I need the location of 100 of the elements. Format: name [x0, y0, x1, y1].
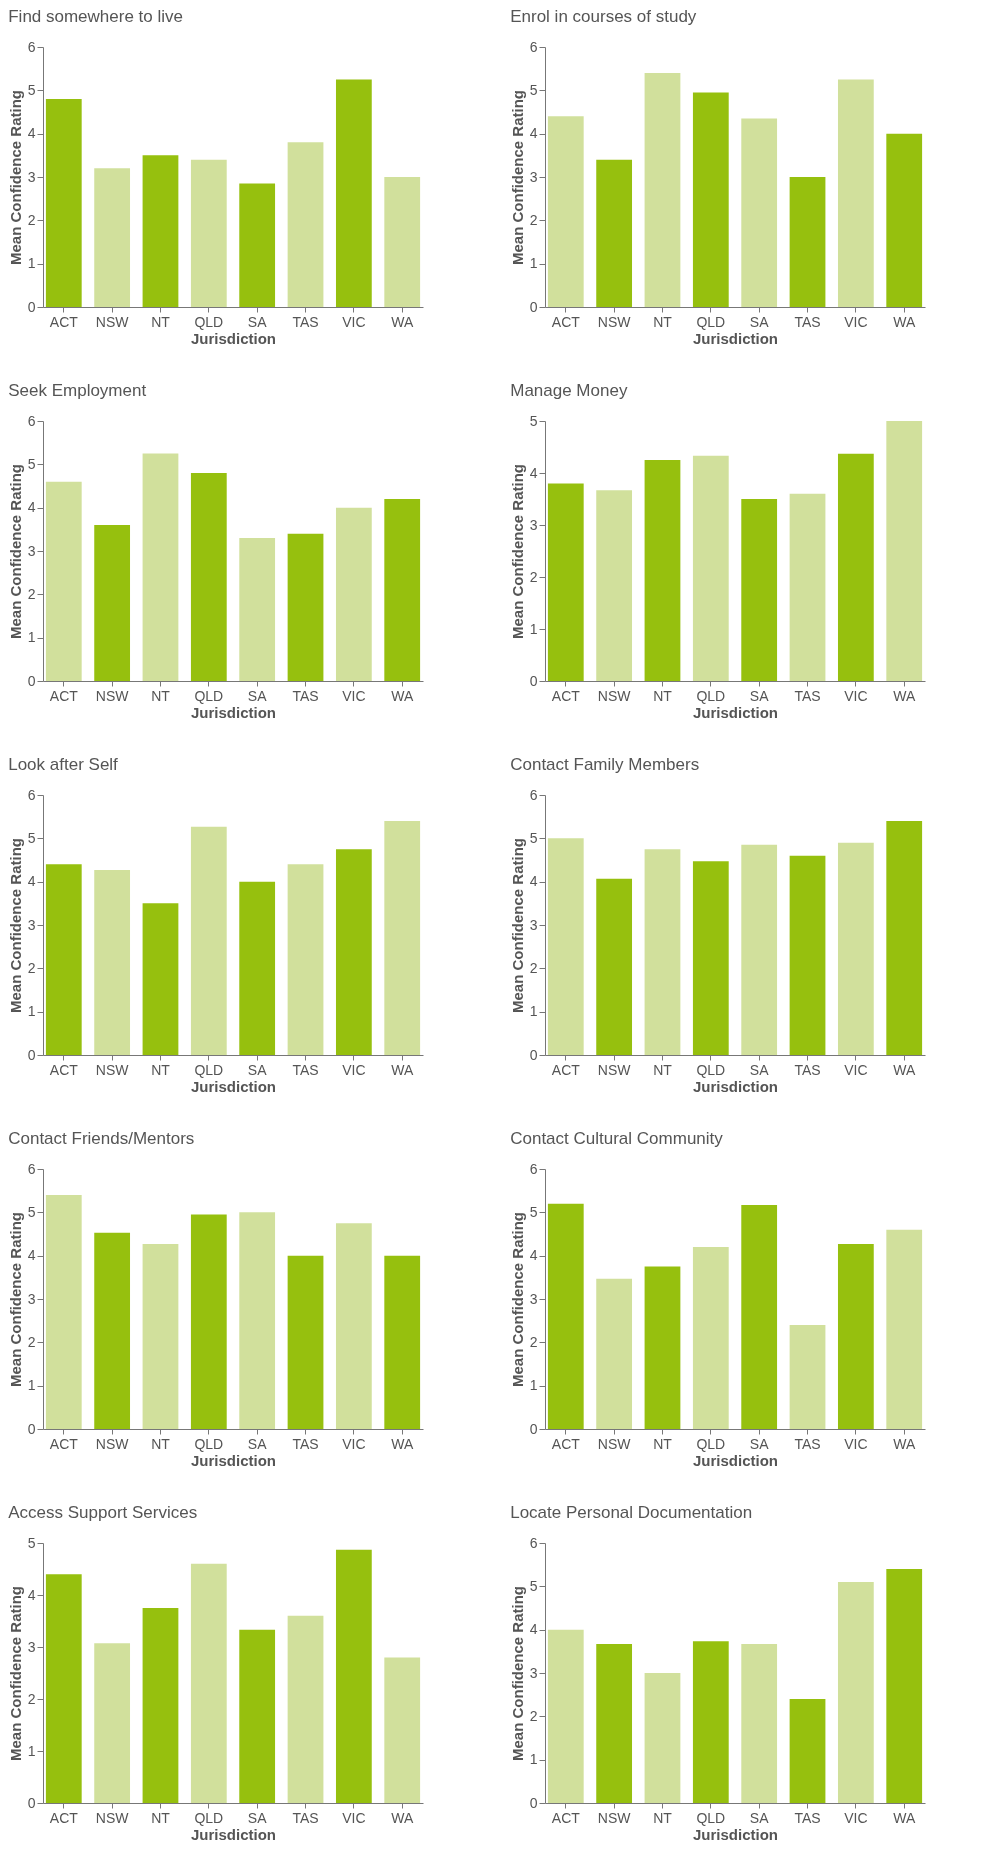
- bar: [741, 118, 778, 307]
- x-tick-label: WA: [391, 313, 414, 330]
- y-tick-label: 5: [27, 81, 36, 98]
- bar: [837, 1243, 874, 1429]
- x-tick-label: NSW: [597, 687, 632, 704]
- y-tick-label: 2: [27, 959, 36, 976]
- bar: [94, 869, 131, 1055]
- x-axis-title: Jurisdiction: [190, 1825, 277, 1843]
- x-tick-label: QLD: [194, 1061, 224, 1078]
- x-tick-label: QLD: [194, 687, 224, 704]
- bar: [547, 116, 584, 307]
- x-tick-label: NT: [653, 1809, 673, 1826]
- x-tick-label: NSW: [597, 1809, 632, 1826]
- x-tick-label: TAS: [292, 687, 319, 704]
- y-tick-label: 5: [529, 81, 538, 98]
- x-tick-label: WA: [391, 687, 414, 704]
- y-tick-label: 2: [529, 1707, 538, 1724]
- bar: [45, 864, 82, 1055]
- bar: [547, 1203, 584, 1429]
- y-tick-label: 1: [529, 1751, 538, 1768]
- bar: [94, 1232, 131, 1429]
- bar: [239, 1212, 276, 1429]
- bar: [789, 177, 826, 307]
- y-tick-label: 0: [27, 298, 36, 315]
- bar: [142, 453, 179, 681]
- x-tick-label: NT: [653, 1435, 673, 1452]
- bar: [335, 1223, 372, 1429]
- x-tick-label: SA: [749, 687, 770, 704]
- y-tick-label: 6: [529, 786, 538, 803]
- bar: [190, 1214, 227, 1429]
- x-axis-title: Jurisdiction: [190, 329, 277, 347]
- x-tick-label: VIC: [844, 1809, 868, 1826]
- bar: [741, 1204, 778, 1429]
- chart-title: Contact Cultural Community: [510, 1129, 724, 1148]
- y-tick-label: 1: [27, 1377, 36, 1394]
- x-tick-label: QLD: [696, 1809, 726, 1826]
- x-tick-label: NSW: [95, 1435, 130, 1452]
- x-tick-label: QLD: [194, 1435, 224, 1452]
- x-tick-label: NSW: [95, 313, 130, 330]
- y-tick-label: 0: [27, 1794, 36, 1811]
- y-tick-label: 5: [529, 412, 538, 429]
- bar: [789, 493, 826, 681]
- bar: [644, 849, 681, 1055]
- x-axis-title: Jurisdiction: [692, 703, 779, 721]
- y-tick-label: 3: [529, 1290, 538, 1307]
- y-tick-label: 5: [27, 1203, 36, 1220]
- x-tick-label: WA: [893, 1435, 916, 1452]
- y-tick-label: 4: [529, 1247, 538, 1264]
- y-axis-title: Mean Confidence Rating: [508, 1585, 526, 1762]
- y-tick-label: 0: [27, 672, 36, 689]
- y-tick-label: 0: [529, 672, 538, 689]
- bar: [692, 861, 729, 1055]
- x-tick-label: TAS: [292, 1061, 319, 1078]
- y-tick-label: 4: [27, 125, 36, 142]
- bar: [190, 1563, 227, 1803]
- x-tick-label: SA: [749, 313, 770, 330]
- bar: [287, 533, 324, 681]
- x-tick-label: ACT: [49, 1061, 79, 1078]
- y-tick-label: 0: [27, 1046, 36, 1063]
- bar: [335, 849, 372, 1055]
- x-tick-label: QLD: [696, 1435, 726, 1452]
- x-tick-label: VIC: [342, 687, 366, 704]
- bar: [886, 1569, 923, 1803]
- y-tick-label: 6: [27, 38, 36, 55]
- y-tick-label: 4: [529, 125, 538, 142]
- bar: [692, 455, 729, 681]
- x-tick-label: SA: [247, 687, 268, 704]
- x-tick-label: NSW: [95, 1809, 130, 1826]
- y-tick-label: 0: [529, 1420, 538, 1437]
- y-tick-label: 4: [27, 499, 36, 516]
- x-tick-label: QLD: [194, 313, 224, 330]
- x-tick-label: VIC: [342, 1061, 366, 1078]
- bar: [384, 499, 421, 681]
- x-tick-label: WA: [893, 687, 916, 704]
- x-tick-label: NSW: [597, 313, 632, 330]
- y-tick-label: 5: [529, 829, 538, 846]
- x-tick-label: SA: [247, 1061, 268, 1078]
- chart-title: Locate Personal Documentation: [510, 1503, 753, 1522]
- x-tick-label: ACT: [551, 313, 581, 330]
- x-tick-label: WA: [391, 1061, 414, 1078]
- bar: [886, 821, 923, 1055]
- bar: [789, 855, 826, 1055]
- chart-title: Access Support Services: [8, 1503, 198, 1522]
- bar: [239, 1629, 276, 1803]
- x-tick-label: VIC: [342, 1809, 366, 1826]
- y-axis-title: Mean Confidence Rating: [6, 463, 24, 640]
- bar: [384, 821, 421, 1055]
- y-axis-title: Mean Confidence Rating: [6, 1211, 24, 1388]
- chart-title: Enrol in courses of study: [510, 7, 697, 26]
- x-tick-label: SA: [749, 1809, 770, 1826]
- x-axis-title: Jurisdiction: [190, 1451, 277, 1469]
- y-tick-label: 2: [27, 585, 36, 602]
- x-tick-label: NT: [151, 1809, 171, 1826]
- y-tick-label: 1: [529, 620, 538, 637]
- bar: [384, 1255, 421, 1429]
- chart-title: Seek Employment: [8, 381, 147, 400]
- bar: [596, 490, 633, 681]
- x-tick-label: NT: [653, 1061, 673, 1078]
- y-tick-label: 2: [529, 568, 538, 585]
- bar: [190, 159, 227, 307]
